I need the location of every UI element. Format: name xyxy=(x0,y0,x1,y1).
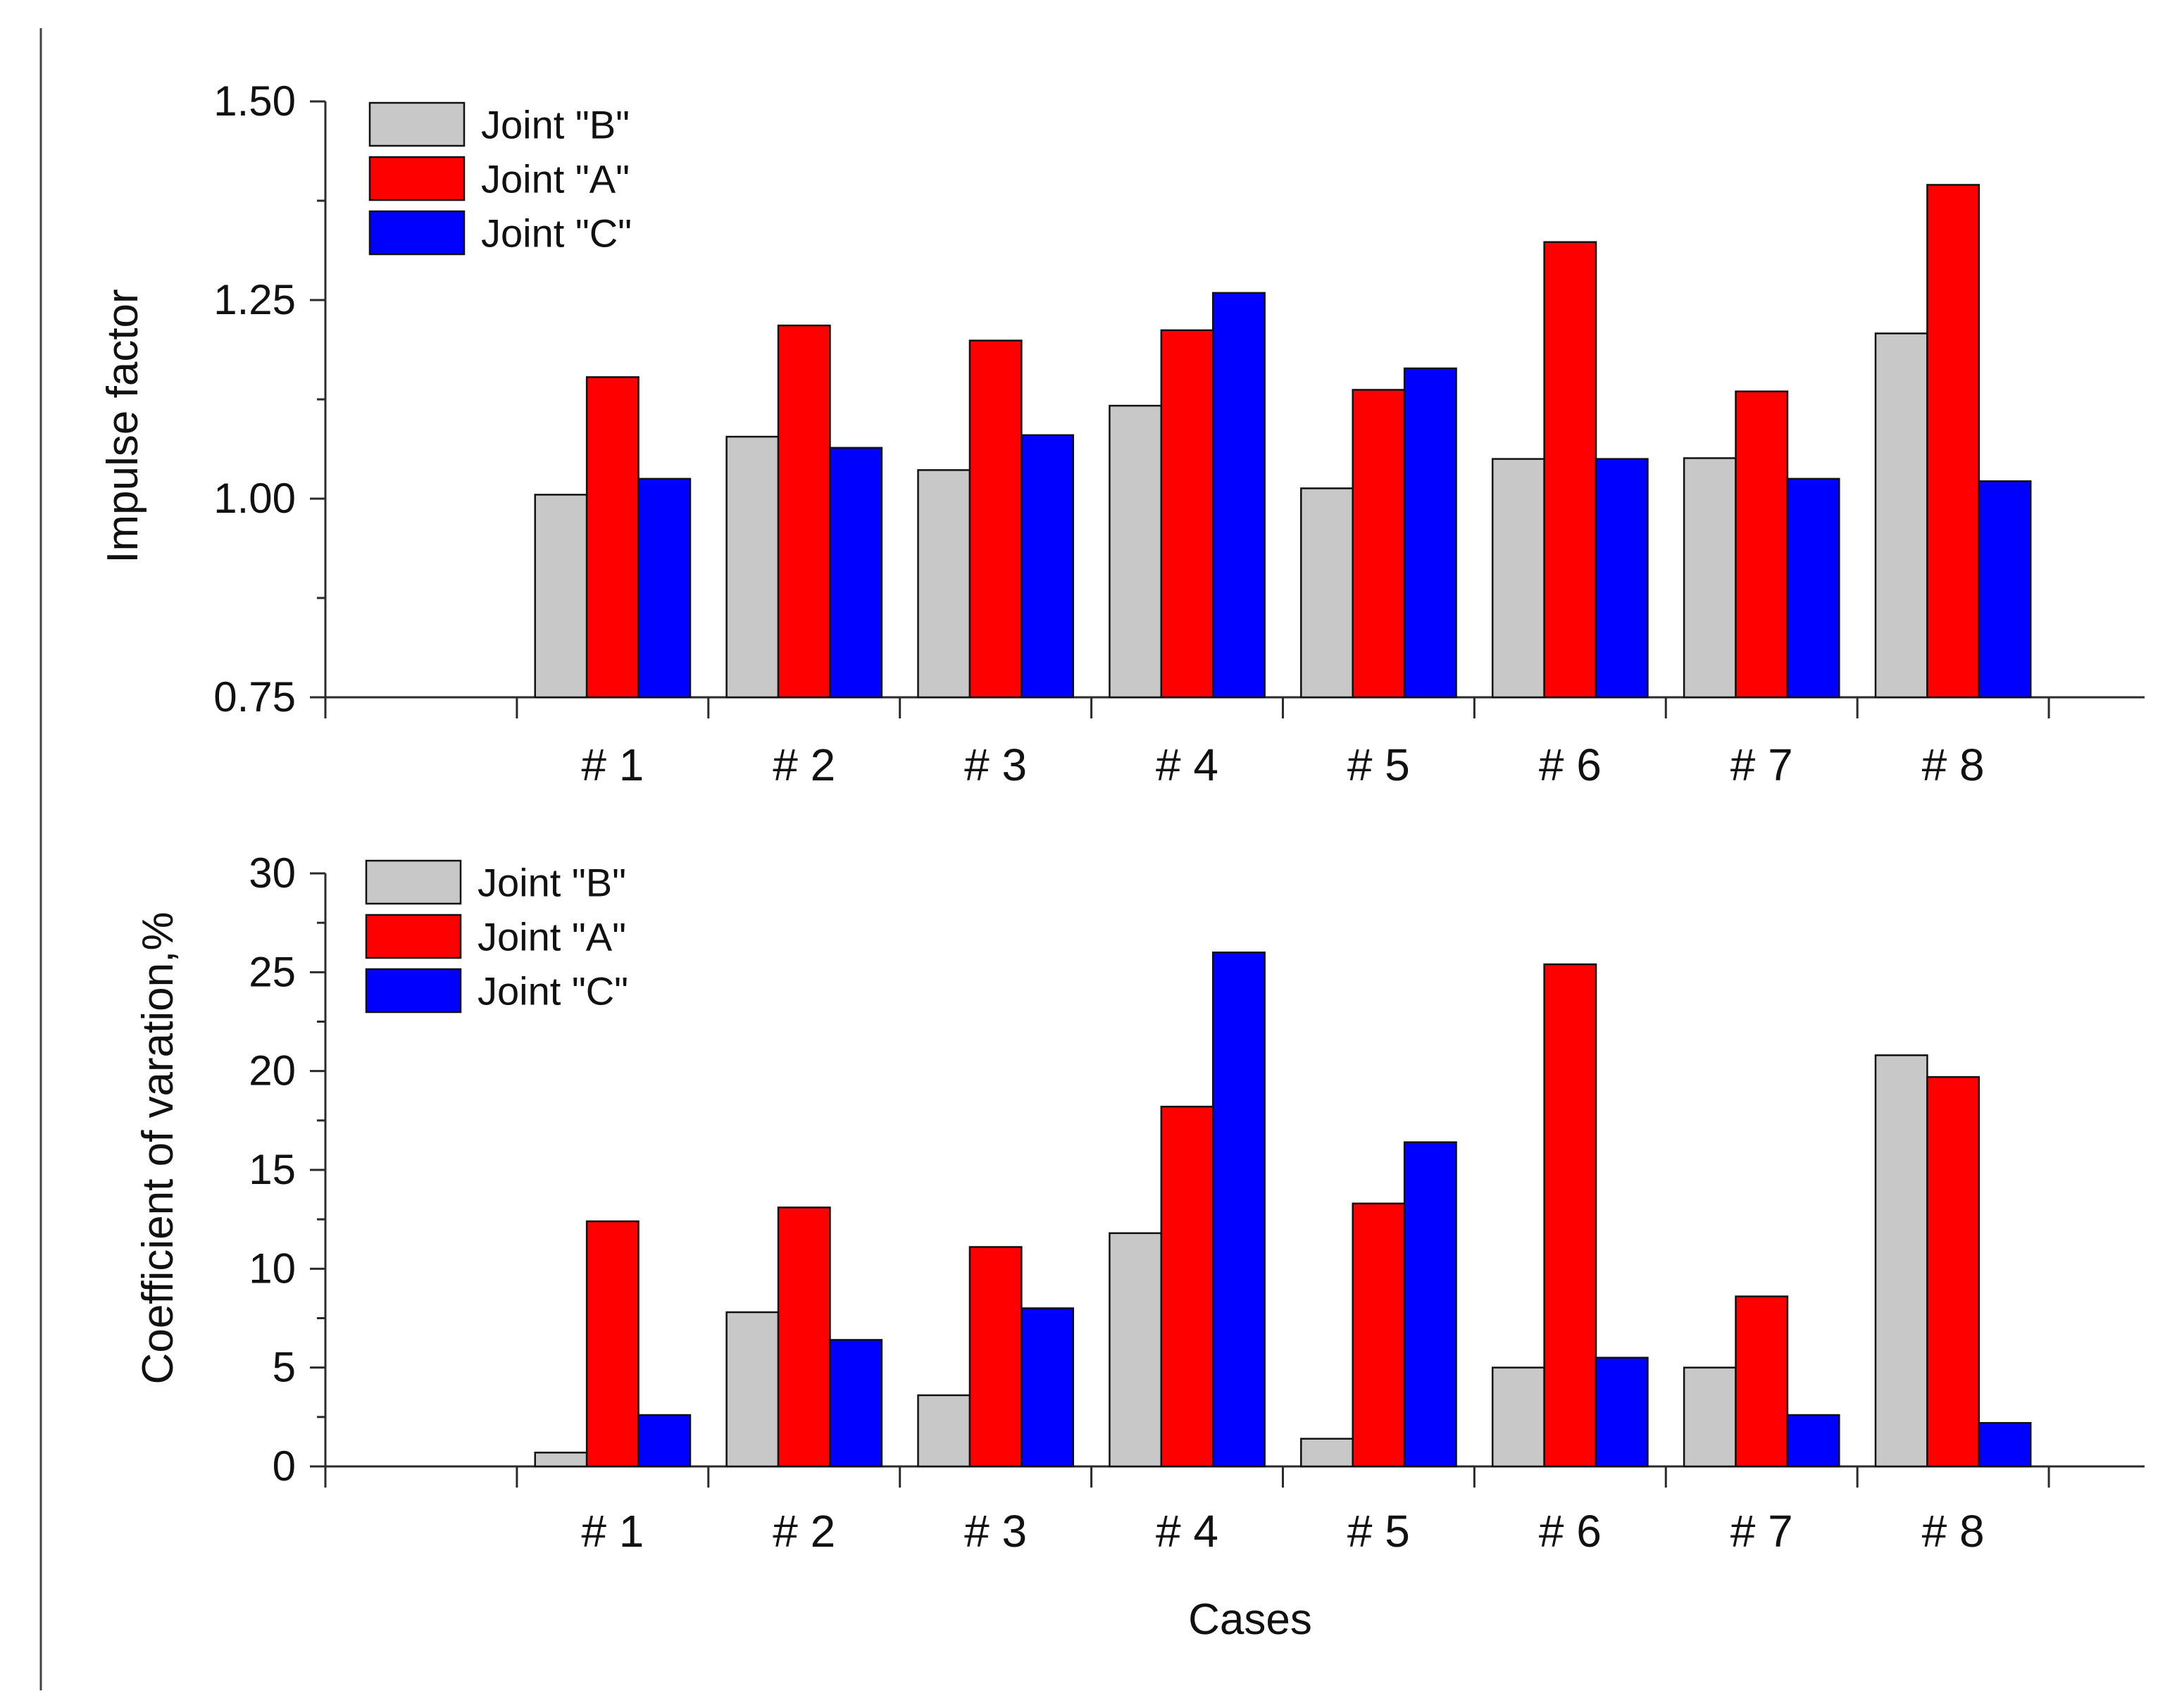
bar-jointc-case-4 xyxy=(1211,952,1266,1468)
y-tick-label: 10 xyxy=(249,1245,296,1292)
x-category-label: # 7 xyxy=(1730,740,1793,790)
bar-jointb-case-5 xyxy=(1300,1438,1354,1468)
y-tick-label: 0 xyxy=(273,1442,296,1490)
bar-jointc-case-1 xyxy=(637,478,692,699)
x-category-label: # 8 xyxy=(1922,740,1985,790)
bar-jointa-case-7 xyxy=(1735,1295,1789,1468)
x-category-label: # 2 xyxy=(773,1506,835,1557)
bar-jointb-case-4 xyxy=(1109,1232,1163,1468)
bar-jointb-case-2 xyxy=(725,435,780,699)
x-category-label: # 5 xyxy=(1347,740,1410,790)
bar-jointa-case-6 xyxy=(1543,963,1597,1468)
legend-swatch xyxy=(368,101,466,147)
bar-jointa-case-2 xyxy=(777,324,831,699)
bar-jointb-case-1 xyxy=(534,1452,588,1468)
x-category-label: # 3 xyxy=(964,740,1027,790)
x-category-label: # 8 xyxy=(1922,1506,1985,1557)
legend-label: Joint "A" xyxy=(481,157,630,201)
x-category-label: # 4 xyxy=(1156,1506,1218,1557)
legend: Joint "B" Joint "A" Joint "C" xyxy=(365,859,628,1014)
bar-jointc-case-5 xyxy=(1403,1141,1457,1468)
coefficient-of-variation-chart: 0 5 10 15 20 25 30 # 1 # 2 # 3 # 4 # 5 # 6 # 7 # 8 Coef… xyxy=(134,849,2145,1644)
bar-jointb-case-2 xyxy=(725,1311,780,1468)
bar-jointc-case-8 xyxy=(1978,1422,2032,1468)
x-axis-title: Cases xyxy=(1188,1595,1312,1644)
y-tick-label: 0.75 xyxy=(213,673,296,721)
x-category-label: # 5 xyxy=(1347,1506,1410,1557)
bar-jointc-case-1 xyxy=(637,1414,692,1468)
y-tick-label: 1.00 xyxy=(213,475,296,522)
bar-jointa-case-3 xyxy=(968,1246,1023,1468)
legend: Joint "B" Joint "A" Joint "C" xyxy=(368,101,632,256)
y-tick-label: 25 xyxy=(249,948,296,995)
bar-jointb-case-3 xyxy=(917,469,971,699)
bar-jointa-case-4 xyxy=(1160,329,1214,699)
bar-jointa-case-6 xyxy=(1543,241,1597,699)
y-axis-title: Coefficient of varation,% xyxy=(134,912,182,1385)
bar-jointb-case-7 xyxy=(1683,457,1737,699)
bar-jointa-case-1 xyxy=(585,376,640,699)
bar-jointc-case-2 xyxy=(829,1339,883,1468)
x-category-label: # 1 xyxy=(581,740,644,790)
bar-jointb-case-4 xyxy=(1109,404,1163,699)
x-category-label: # 4 xyxy=(1156,740,1218,790)
y-tick-label: 1.25 xyxy=(213,276,296,323)
bar-jointc-case-7 xyxy=(1786,1414,1840,1468)
bar-jointa-case-4 xyxy=(1160,1105,1214,1468)
bar-jointb-case-6 xyxy=(1491,1366,1545,1468)
legend-label: Joint "C" xyxy=(481,211,632,256)
y-tick-label: 20 xyxy=(249,1047,296,1095)
bar-jointb-case-6 xyxy=(1491,458,1545,699)
x-category-label: # 2 xyxy=(773,740,835,790)
bar-jointa-case-8 xyxy=(1926,1076,1980,1468)
bar-jointa-case-7 xyxy=(1735,390,1789,699)
bar-jointc-case-4 xyxy=(1211,292,1266,699)
legend-label: Joint "A" xyxy=(478,915,626,959)
bar-jointb-case-1 xyxy=(534,494,588,699)
bar-jointa-case-5 xyxy=(1352,1202,1406,1468)
y-tick-label: 15 xyxy=(249,1146,296,1193)
x-category-label: # 7 xyxy=(1730,1506,1793,1557)
bar-jointc-case-6 xyxy=(1595,1357,1649,1468)
impulse-factor-chart: 0.75 1.00 1.25 1.50 # 1 # 2 # 3 # 4 # 5 # 6 # 7 # 8… xyxy=(99,77,2145,790)
bar-jointc-case-6 xyxy=(1595,458,1649,699)
legend-label: Joint "C" xyxy=(478,969,628,1014)
y-tick-label: 1.50 xyxy=(213,77,296,125)
bar-jointa-case-1 xyxy=(585,1220,640,1468)
bar-jointb-case-3 xyxy=(917,1394,971,1468)
legend-label: Joint "B" xyxy=(478,861,626,905)
bar-jointc-case-3 xyxy=(1021,434,1074,699)
bar-jointa-case-8 xyxy=(1926,184,1980,699)
legend-swatch xyxy=(368,210,466,256)
y-axis-title: Impulse factor xyxy=(99,289,147,563)
bar-jointa-case-2 xyxy=(777,1207,831,1468)
y-tick-label: 30 xyxy=(249,849,296,897)
legend-swatch xyxy=(365,859,462,905)
bar-jointc-case-7 xyxy=(1786,478,1840,699)
legend-label: Joint "B" xyxy=(481,103,630,147)
x-category-label: # 1 xyxy=(581,1506,644,1557)
bar-jointc-case-3 xyxy=(1021,1307,1074,1468)
bar-jointb-case-8 xyxy=(1874,1054,1928,1468)
bar-jointc-case-8 xyxy=(1978,480,2032,699)
legend-swatch xyxy=(365,914,462,959)
bar-jointc-case-5 xyxy=(1403,367,1457,699)
legend-swatch xyxy=(368,156,466,201)
x-category-label: # 6 xyxy=(1539,740,1602,790)
x-category-label: # 3 xyxy=(964,1506,1027,1557)
bar-jointc-case-2 xyxy=(829,447,883,699)
legend-swatch xyxy=(365,968,462,1014)
bar-jointb-case-8 xyxy=(1874,332,1928,699)
bar-jointa-case-3 xyxy=(968,339,1023,699)
bar-jointa-case-5 xyxy=(1352,389,1406,699)
y-tick-label: 5 xyxy=(273,1344,296,1391)
x-category-label: # 6 xyxy=(1539,1506,1602,1557)
bar-jointb-case-7 xyxy=(1683,1366,1737,1468)
bar-jointb-case-5 xyxy=(1300,487,1354,699)
